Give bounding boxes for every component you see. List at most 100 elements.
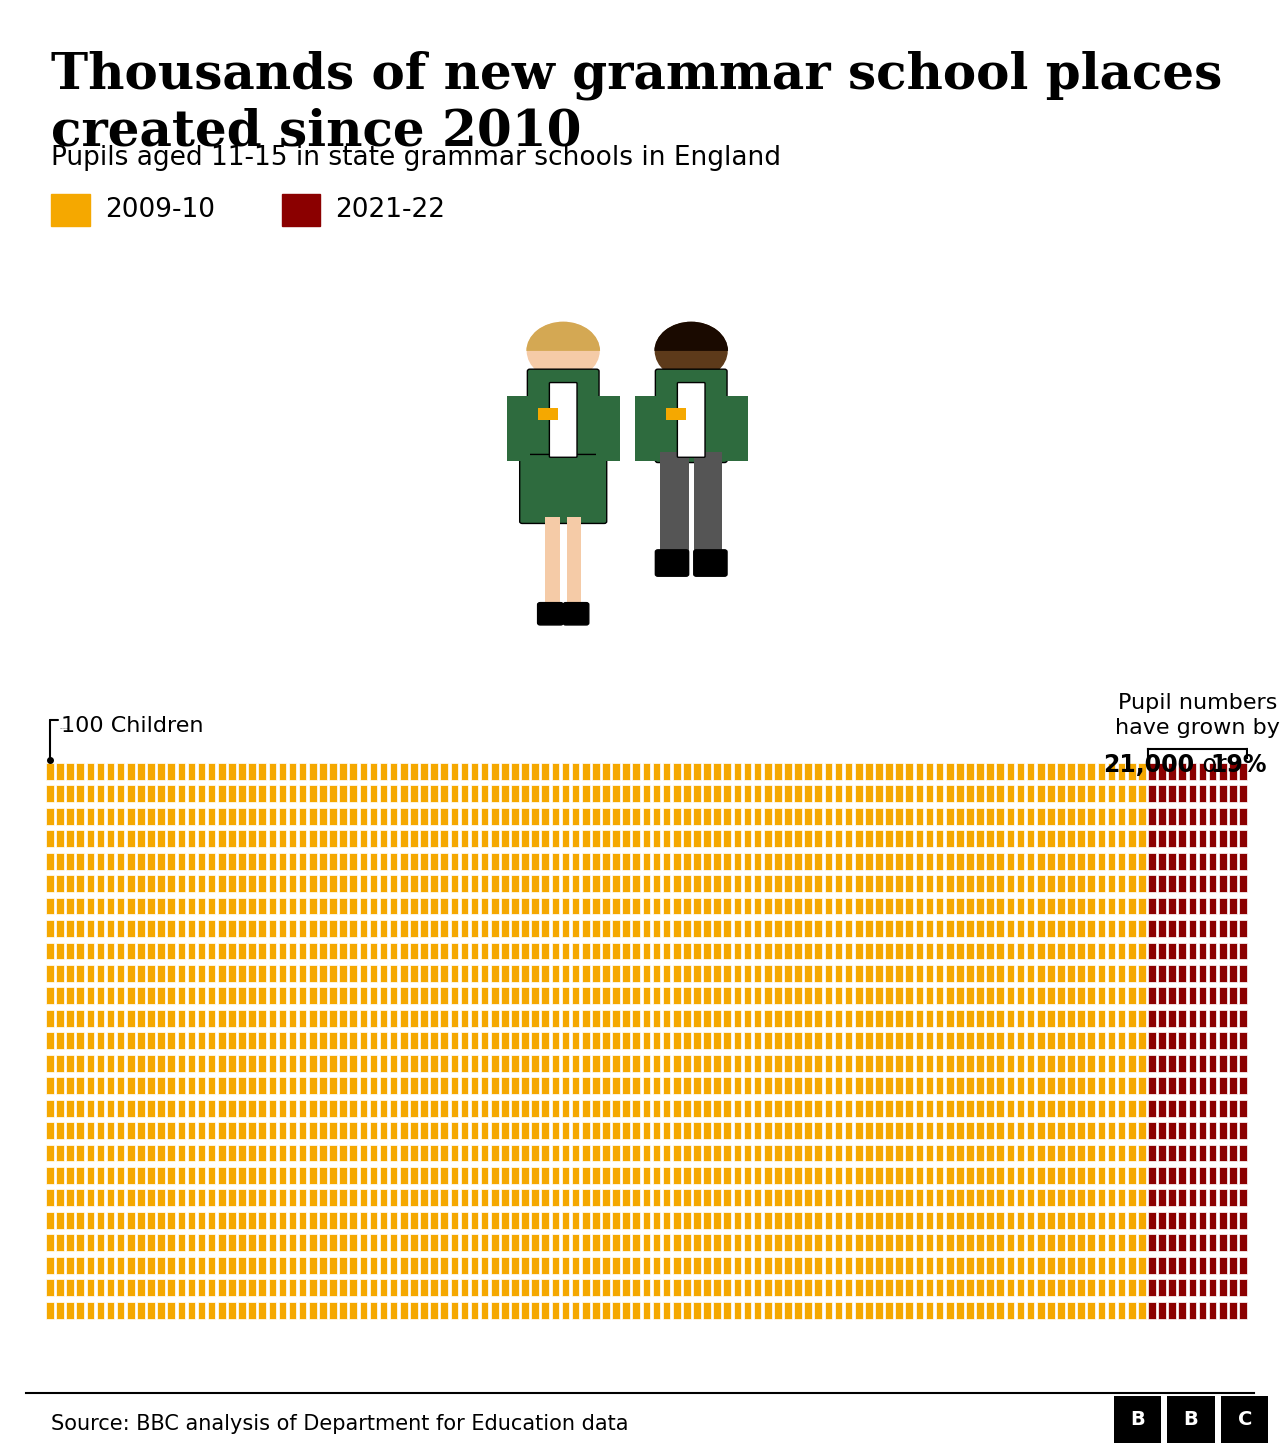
Bar <box>147 942 155 960</box>
Bar <box>87 898 95 915</box>
Bar <box>96 964 104 982</box>
Bar <box>461 942 468 960</box>
Bar <box>197 1257 205 1273</box>
Bar <box>360 1009 367 1027</box>
Bar <box>1006 1302 1014 1318</box>
Bar <box>835 1279 842 1296</box>
Bar <box>1078 1054 1085 1072</box>
Bar <box>835 1302 842 1318</box>
Bar <box>339 1167 347 1183</box>
Bar <box>461 921 468 937</box>
Bar <box>137 786 145 802</box>
Bar <box>1097 1234 1105 1251</box>
Bar <box>612 1099 620 1116</box>
Bar <box>845 1257 852 1273</box>
Bar <box>410 1167 417 1183</box>
Bar <box>178 876 186 892</box>
Bar <box>137 1167 145 1183</box>
Bar <box>733 763 741 780</box>
Bar <box>1047 1099 1055 1116</box>
Bar <box>1057 1302 1065 1318</box>
Bar <box>660 452 689 554</box>
Bar <box>1088 831 1096 847</box>
Bar <box>1138 1144 1146 1161</box>
Bar <box>1068 898 1075 915</box>
Bar <box>997 1054 1004 1072</box>
Bar <box>259 831 266 847</box>
Bar <box>197 876 205 892</box>
Bar <box>1239 1144 1247 1161</box>
Bar <box>673 831 681 847</box>
Bar <box>1138 808 1146 825</box>
Bar <box>572 1234 580 1251</box>
Bar <box>1128 898 1135 915</box>
Bar <box>632 1257 640 1273</box>
Bar <box>966 808 974 825</box>
Bar <box>596 396 620 461</box>
Bar <box>703 763 710 780</box>
Bar <box>308 1077 316 1095</box>
Bar <box>1229 1032 1236 1050</box>
Bar <box>279 1009 287 1027</box>
Bar <box>582 1122 590 1138</box>
Bar <box>147 1212 155 1228</box>
Bar <box>896 1189 902 1206</box>
Bar <box>632 1279 640 1296</box>
Bar <box>538 407 558 420</box>
Bar <box>329 898 337 915</box>
Bar <box>865 853 873 870</box>
Bar <box>137 1144 145 1161</box>
Bar <box>106 853 114 870</box>
Bar <box>915 1212 923 1228</box>
Bar <box>845 898 852 915</box>
Bar <box>582 1054 590 1072</box>
Bar <box>298 1234 306 1251</box>
Bar <box>1239 876 1247 892</box>
Bar <box>663 1257 671 1273</box>
Bar <box>116 1279 124 1296</box>
Bar <box>1198 1032 1206 1050</box>
Bar <box>461 1279 468 1296</box>
Bar <box>795 1054 801 1072</box>
Bar <box>96 1302 104 1318</box>
Bar <box>845 808 852 825</box>
Bar <box>643 1122 650 1138</box>
Bar <box>541 1054 549 1072</box>
Bar <box>531 1279 539 1296</box>
Bar <box>1229 1122 1236 1138</box>
Bar <box>956 1257 964 1273</box>
Bar <box>521 1032 529 1050</box>
Bar <box>67 1054 74 1072</box>
Bar <box>248 1212 256 1228</box>
Bar <box>602 921 609 937</box>
Bar <box>855 1212 863 1228</box>
Bar <box>582 1279 590 1296</box>
Bar <box>410 921 417 937</box>
Bar <box>308 1279 316 1296</box>
Bar <box>481 1212 489 1228</box>
Bar <box>774 1009 782 1027</box>
Bar <box>845 876 852 892</box>
Bar <box>562 1279 570 1296</box>
Bar <box>845 1054 852 1072</box>
Bar <box>754 831 762 847</box>
Bar <box>905 1257 913 1273</box>
Bar <box>1128 1279 1135 1296</box>
Bar <box>87 1234 95 1251</box>
Bar <box>1179 1167 1187 1183</box>
Bar <box>1027 808 1034 825</box>
Bar <box>168 964 175 982</box>
Bar <box>653 1077 660 1095</box>
Bar <box>774 1212 782 1228</box>
Bar <box>723 831 731 847</box>
Bar <box>1239 763 1247 780</box>
Bar <box>1169 1144 1176 1161</box>
Bar <box>461 876 468 892</box>
Bar <box>127 1234 134 1251</box>
Bar <box>886 1032 893 1050</box>
Bar <box>997 1234 1004 1251</box>
Bar <box>733 1212 741 1228</box>
Bar <box>259 898 266 915</box>
Bar <box>67 942 74 960</box>
Bar <box>1229 964 1236 982</box>
